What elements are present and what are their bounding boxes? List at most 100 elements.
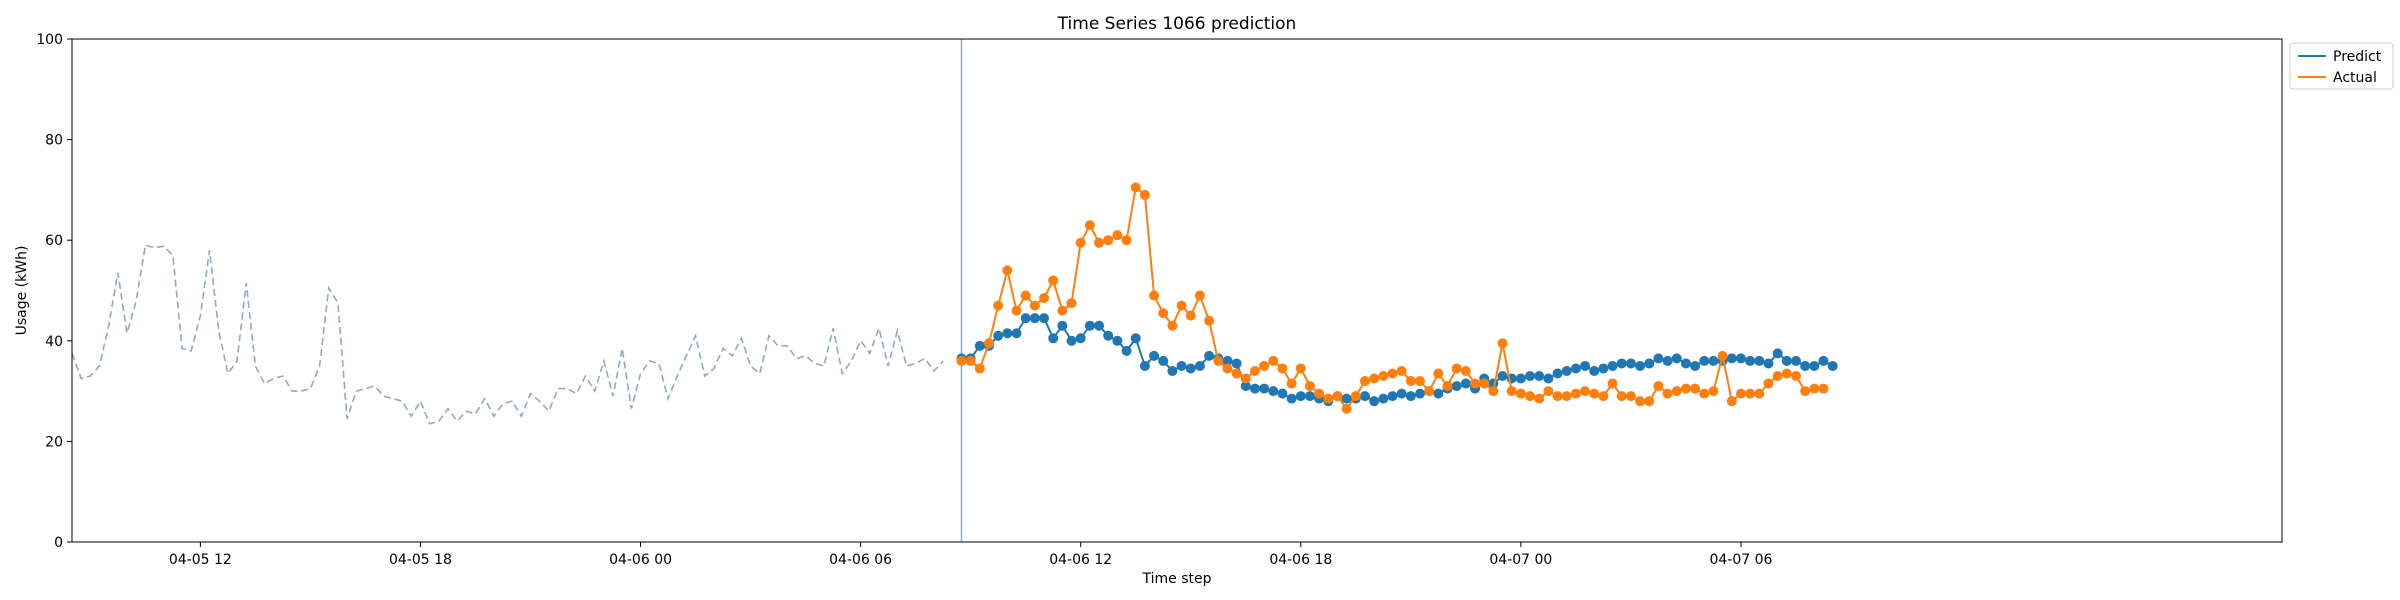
- x-tick-label: 04-05 12: [169, 552, 232, 568]
- predict-point: [1598, 363, 1609, 374]
- actual-point: [1112, 230, 1123, 241]
- x-tick-label: 04-05 18: [389, 552, 452, 568]
- predict-point: [1497, 371, 1508, 382]
- predict-point: [1020, 313, 1031, 324]
- predict-point: [1790, 355, 1801, 366]
- actual-point: [1240, 373, 1251, 384]
- actual-point: [1506, 386, 1517, 397]
- predict-point: [1039, 313, 1050, 324]
- actual-point: [1598, 391, 1609, 402]
- actual-point: [1790, 371, 1801, 382]
- actual-point: [1809, 383, 1820, 394]
- actual-point: [1818, 383, 1829, 394]
- actual-point: [1039, 293, 1050, 304]
- predict-point: [1690, 360, 1701, 371]
- actual-point: [1084, 220, 1095, 231]
- predict-point: [1680, 358, 1691, 369]
- predict-point: [1699, 355, 1710, 366]
- predict-point: [1112, 335, 1123, 346]
- actual-point: [974, 363, 985, 374]
- predict-point: [1185, 363, 1196, 374]
- actual-point: [1699, 388, 1710, 399]
- y-tick-label: 0: [54, 535, 63, 551]
- predict-point: [1625, 358, 1636, 369]
- actual-point: [1745, 388, 1756, 399]
- actual-point: [1671, 386, 1682, 397]
- actual-point: [1130, 182, 1141, 193]
- actual-point: [1277, 363, 1288, 374]
- predict-point: [1662, 355, 1673, 366]
- actual-point: [1002, 265, 1013, 276]
- predict-point: [1240, 381, 1251, 392]
- x-tick-label: 04-07 06: [1709, 552, 1772, 568]
- predict-point: [1204, 350, 1215, 361]
- predict-point: [1781, 355, 1792, 366]
- actual-point: [1451, 363, 1462, 374]
- actual-point: [1561, 391, 1572, 402]
- predict-point: [1094, 320, 1105, 331]
- predict-point: [1231, 358, 1242, 369]
- actual-point: [1442, 381, 1453, 392]
- predict-point: [1066, 335, 1077, 346]
- actual-point: [1259, 360, 1270, 371]
- actual-point: [1580, 386, 1591, 397]
- actual-point: [1249, 365, 1260, 376]
- actual-point: [1304, 381, 1315, 392]
- actual-point: [1369, 373, 1380, 384]
- predict-point: [1460, 378, 1471, 389]
- actual-point: [1625, 391, 1636, 402]
- predict-point: [1552, 368, 1563, 379]
- actual-point: [1405, 376, 1416, 387]
- actual-point: [1470, 378, 1481, 389]
- actual-point: [956, 355, 967, 366]
- predict-point: [1121, 345, 1132, 356]
- actual-point: [1149, 290, 1160, 301]
- actual-point: [1653, 381, 1664, 392]
- actual-point: [1204, 315, 1215, 326]
- actual-point: [1103, 235, 1114, 246]
- actual-point: [1167, 320, 1178, 331]
- actual-point: [1075, 237, 1086, 248]
- predict-point: [1158, 355, 1169, 366]
- predict-point: [1580, 360, 1591, 371]
- actual-point: [1534, 393, 1545, 404]
- legend: Predict Actual: [2289, 42, 2394, 90]
- predict-point: [1415, 388, 1426, 399]
- predict-point: [1433, 388, 1444, 399]
- actual-point: [1176, 300, 1187, 311]
- actual-point: [1726, 396, 1737, 407]
- actual-point: [1231, 368, 1242, 379]
- predict-point: [1378, 393, 1389, 404]
- actual-point: [1222, 363, 1233, 374]
- predict-point: [1149, 350, 1160, 361]
- actual-point: [1341, 403, 1352, 414]
- predict-point: [1451, 381, 1462, 392]
- actual-point: [1121, 235, 1132, 246]
- x-tick-label: 04-06 06: [829, 552, 892, 568]
- actual-point: [1616, 391, 1627, 402]
- predict-point: [1387, 391, 1398, 402]
- actual-point: [1543, 386, 1554, 397]
- predict-point: [993, 330, 1004, 341]
- predict-point: [1222, 355, 1233, 366]
- predict-point: [1084, 320, 1095, 331]
- actual-point: [1772, 371, 1783, 382]
- actual-point: [1570, 388, 1581, 399]
- actual-point: [1295, 363, 1306, 374]
- actual-point: [1378, 371, 1389, 382]
- actual-point: [965, 355, 976, 366]
- predict-point: [1048, 333, 1059, 344]
- actual-point: [1589, 388, 1600, 399]
- actual-point: [1094, 237, 1105, 248]
- predict-point: [1809, 360, 1820, 371]
- actual-point: [1488, 386, 1499, 397]
- actual-point: [984, 338, 995, 349]
- actual-point: [1048, 275, 1059, 286]
- predict-point: [1772, 348, 1783, 359]
- actual-point: [1690, 383, 1701, 394]
- legend-actual-label: Actual: [2333, 70, 2377, 86]
- x-tick-label: 04-06 18: [1269, 552, 1332, 568]
- actual-point: [1029, 300, 1040, 311]
- x-tick-label: 04-07 00: [1489, 552, 1552, 568]
